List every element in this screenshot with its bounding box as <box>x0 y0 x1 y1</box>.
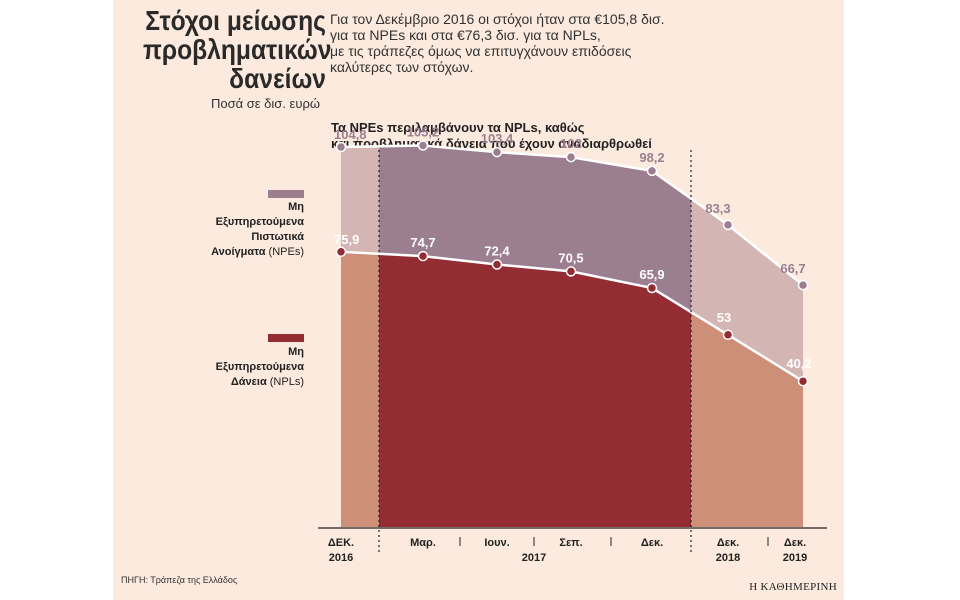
x-tick-label: ΔΕΚ. <box>328 537 354 549</box>
npes-marker <box>417 140 429 151</box>
npes-value-label: 105,2 <box>407 125 440 140</box>
page-title: Στόχοι μείωσης προβληματικών δανείων <box>142 5 332 94</box>
source-note: ΠΗΓΗ: Τράπεζα της Ελλάδος <box>121 575 238 585</box>
x-tick-year: 2019 <box>783 552 807 564</box>
x-tick-label: Δεκ. <box>784 537 806 549</box>
legend-line: Δάνεια <box>230 376 267 388</box>
x-tick-label: Ιουν. <box>484 537 509 549</box>
npes-value-label: 102 <box>560 136 582 151</box>
npes-marker <box>491 146 503 158</box>
legend-line: Ανοίγματα <box>211 246 266 258</box>
subtitle-line: Τα NPEs περιλαμβάνουν τα NPLs, καθώς <box>331 120 585 135</box>
x-tick-label: Δεκ. <box>641 537 663 549</box>
brand-logo: Η ΚΑΘΗΜΕΡΙΝΗ <box>749 581 837 593</box>
npls-marker <box>417 250 429 262</box>
legend-abbr: (NPEs) <box>268 246 304 258</box>
intro-line: με τις τράπεζες όμως να επιτυγχάνουν επι… <box>330 43 632 59</box>
title-line: Στόχοι μείωσης <box>145 5 326 36</box>
legend-swatch-npes <box>268 190 304 198</box>
npes-value-label: 83,3 <box>705 201 730 216</box>
npes-value-label: 98,2 <box>639 150 664 165</box>
npls-marker <box>335 246 347 258</box>
npes-marker <box>797 279 809 291</box>
legend-abbr: (NPLs) <box>269 376 304 388</box>
x-tick-label: Μαρ. <box>410 537 436 549</box>
title-line: προβληματικών <box>142 34 332 65</box>
intro-line: καλύτερες των στόχων. <box>330 59 474 75</box>
npes-area-segment-1 <box>379 145 691 312</box>
legend-line: Μη <box>288 201 304 213</box>
npls-marker <box>722 329 734 341</box>
npls-value-label: 75,9 <box>334 232 359 247</box>
npls-marker <box>797 375 809 387</box>
x-tick-label: Σεπ. <box>559 537 582 549</box>
legend-label-npls: Μη Εξυπηρετούμενα Δάνεια (NPLs) <box>108 345 304 390</box>
npes-area-segment-0 <box>341 146 379 254</box>
npes-marker <box>646 165 658 177</box>
npls-value-label: 70,5 <box>558 250 583 265</box>
npls-value-label: 65,9 <box>639 267 664 282</box>
x-group-year-label: 2017 <box>522 552 546 564</box>
legend-line: Εξυπηρετούμενα <box>215 361 304 373</box>
npes-value-label: 66,7 <box>780 261 805 276</box>
npls-value-label: 72,4 <box>484 244 510 259</box>
npls-marker <box>491 259 503 270</box>
title-line: δανείων <box>229 63 326 94</box>
intro-line: για τα NPEs και στα €76,3 δισ. για τα NP… <box>330 27 601 43</box>
intro-line: Για τον Δεκέμβριο 2016 οι στόχοι ήταν στ… <box>330 11 665 27</box>
legend-label-npes: Μη Εξυπηρετούμενα Πιστωτικά Ανοίγματα (N… <box>108 200 304 260</box>
npls-area-segment-1 <box>379 253 691 528</box>
legend-swatch-npls <box>268 334 304 342</box>
npls-value-label: 74,7 <box>410 235 435 250</box>
legend-line: Πιστωτικά <box>251 231 304 243</box>
x-tick-label: Δεκ. <box>717 537 739 549</box>
npls-area-segment-0 <box>341 251 379 528</box>
npls-value-label: 53 <box>717 310 731 325</box>
npes-marker <box>335 141 347 153</box>
npls-value-label: 40,2 <box>786 356 811 371</box>
x-tick-year: 2016 <box>329 552 353 564</box>
npes-marker <box>565 151 577 163</box>
npls-marker <box>565 266 577 277</box>
legend-line: Εξυπηρετούμενα <box>215 216 304 228</box>
intro-text: Για τον Δεκέμβριο 2016 οι στόχοι ήταν στ… <box>330 11 710 75</box>
x-tick-year: 2018 <box>716 552 740 564</box>
npes-marker <box>722 219 734 231</box>
npes-value-label: 103,4 <box>481 131 514 146</box>
npls-area-segment-2 <box>691 312 803 527</box>
npes-value-label: 104,8 <box>334 127 367 142</box>
npls-marker <box>646 282 658 294</box>
units-note: Ποσά σε δισ. ευρώ <box>210 96 320 111</box>
legend-line: Μη <box>288 346 304 358</box>
npes-area-segment-2 <box>691 198 803 382</box>
